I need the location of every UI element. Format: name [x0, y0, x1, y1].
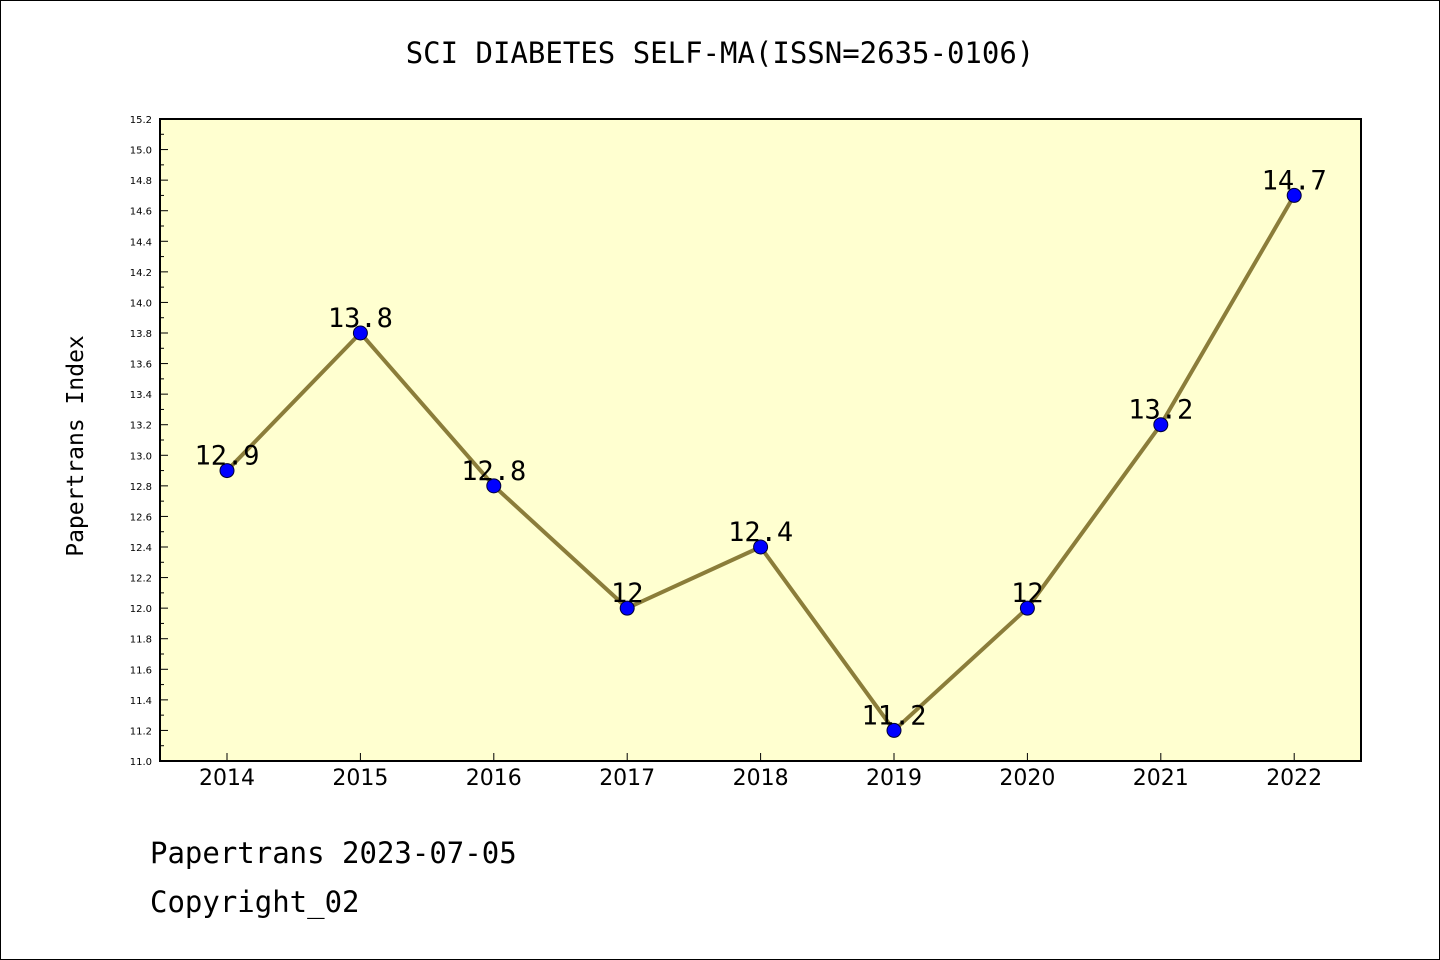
y-tick-label: 12.4 — [130, 543, 152, 554]
plot-border — [159, 118, 1362, 762]
y-tick-label: 14.4 — [130, 237, 152, 248]
plot-area — [160, 119, 1361, 761]
data-label: 12.9 — [194, 441, 259, 472]
x-axis: 2014 2015 2016 2017 2018 2019 2020 2021 2022 — [199, 753, 1322, 791]
data-labels: 12.9 13.8 12.8 12 12.4 11.2 12 13.2 14.7 — [194, 165, 1326, 731]
y-axis: 11.0 11.2 11.4 11.6 11.8 12.0 12.2 12.4 12.6 12.8… — [130, 115, 168, 768]
data-point — [619, 600, 635, 616]
chart-title: SCI DIABETES SELF-MA(ISSN=2635-0106) — [405, 36, 1035, 70]
y-tick-label: 11.6 — [130, 665, 152, 676]
y-tick-label: 11.4 — [130, 696, 152, 707]
y-tick-label: 11.2 — [130, 726, 152, 737]
y-tick-label: 15.0 — [130, 146, 152, 157]
y-tick-label: 14.6 — [130, 207, 152, 218]
y-tick-label: 12.0 — [130, 604, 152, 615]
y-tick-label: 12.2 — [130, 574, 152, 585]
x-tick-label: 2017 — [599, 766, 655, 791]
x-tick-label: 2016 — [466, 766, 522, 791]
data-point — [1153, 417, 1169, 433]
x-tick-label: 2014 — [199, 766, 255, 791]
data-point — [886, 722, 902, 738]
y-tick-label: 14.8 — [130, 176, 152, 187]
data-point — [1286, 187, 1302, 203]
x-tick-label: 2015 — [332, 766, 388, 791]
x-tick-label: 2020 — [999, 766, 1055, 791]
data-label: 13.8 — [328, 303, 393, 334]
y-tick-label: 15.2 — [130, 115, 152, 126]
x-tick-label: 2019 — [866, 766, 922, 791]
data-label: 12 — [1011, 578, 1044, 609]
data-point — [1019, 600, 1035, 616]
data-point — [486, 478, 502, 494]
footer-copyright: Copyright_02 — [150, 885, 360, 919]
data-label: 12.4 — [728, 517, 793, 548]
y-tick-label: 13.0 — [130, 451, 152, 462]
y-tick-label: 11.8 — [130, 635, 152, 646]
y-tick-label: 13.8 — [130, 329, 152, 340]
data-point — [219, 463, 235, 479]
x-tick-label: 2022 — [1266, 766, 1322, 791]
data-label: 12.8 — [461, 456, 526, 487]
data-label: 14.7 — [1262, 165, 1327, 196]
y-tick-label: 14.0 — [130, 298, 152, 309]
y-tick-label: 12.6 — [130, 512, 152, 523]
y-tick-label: 12.8 — [130, 482, 152, 493]
footer-date: Papertrans 2023-07-05 — [150, 836, 517, 870]
x-tick-label: 2018 — [733, 766, 789, 791]
data-label: 13.2 — [1128, 395, 1193, 426]
series-markers — [219, 187, 1302, 738]
y-tick-label: 13.6 — [130, 360, 152, 371]
data-point — [352, 325, 368, 341]
data-label: 11.2 — [861, 700, 926, 731]
data-label: 12 — [611, 578, 644, 609]
y-tick-label: 13.4 — [130, 390, 152, 401]
y-tick-label: 14.2 — [130, 268, 152, 279]
y-tick-label: 11.0 — [130, 757, 152, 768]
x-tick-label: 2021 — [1133, 766, 1189, 791]
y-tick-label: 13.2 — [130, 421, 152, 432]
data-point — [753, 539, 769, 555]
